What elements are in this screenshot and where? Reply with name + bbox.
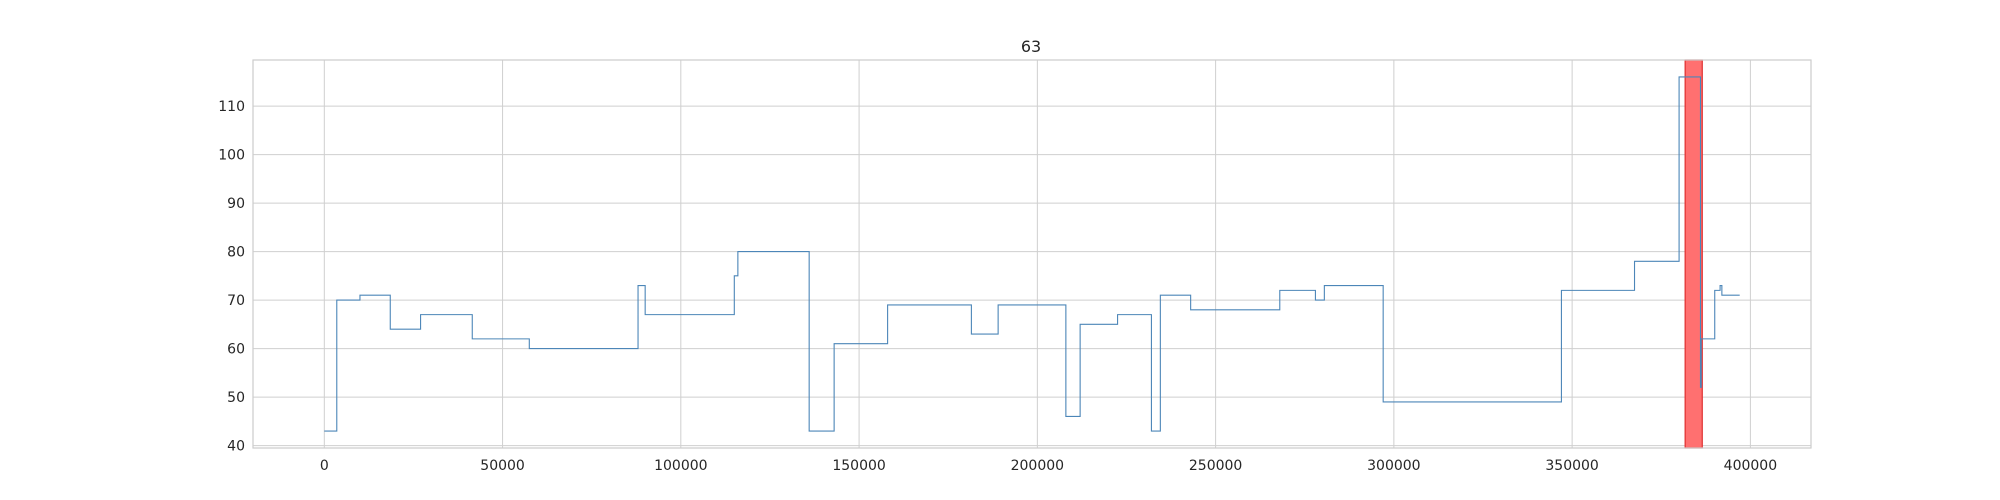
x-tick-label: 250000 — [1189, 458, 1242, 474]
y-tick-label: 90 — [227, 196, 245, 212]
y-tick-labels: 40 50 60 70 80 90 100 110 — [218, 99, 245, 455]
y-gridlines — [253, 105, 1811, 447]
y-tick-label: 100 — [218, 148, 245, 164]
x-tick-label: 400000 — [1724, 458, 1777, 474]
y-tick-label: 80 — [227, 245, 245, 261]
y-tick-label: 40 — [227, 439, 245, 455]
x-tick-label: 50000 — [480, 458, 525, 474]
highlight-band-group — [1684, 59, 1703, 449]
x-tick-label: 100000 — [654, 458, 707, 474]
y-tick-label: 110 — [218, 99, 245, 115]
highlight-band — [1684, 59, 1703, 449]
y-tick-label: 50 — [227, 390, 245, 406]
x-tick-label: 200000 — [1011, 458, 1064, 474]
x-tick-label: 350000 — [1545, 458, 1598, 474]
series-group — [324, 76, 1740, 432]
plot-frame — [252, 59, 1812, 449]
y-tick-label: 60 — [227, 342, 245, 358]
y-tick-label: 70 — [227, 293, 245, 309]
series-line-0 — [324, 76, 1740, 432]
x-tick-label: 300000 — [1367, 458, 1420, 474]
chart-title: 63 — [1021, 37, 1041, 56]
x-tick-label: 150000 — [832, 458, 885, 474]
x-gridlines — [323, 60, 1751, 448]
x-tick-labels: 0 50000 100000 150000 200000 250000 300000 3500… — [320, 458, 1777, 474]
x-tick-label: 0 — [320, 458, 329, 474]
plot-background — [253, 60, 1811, 448]
